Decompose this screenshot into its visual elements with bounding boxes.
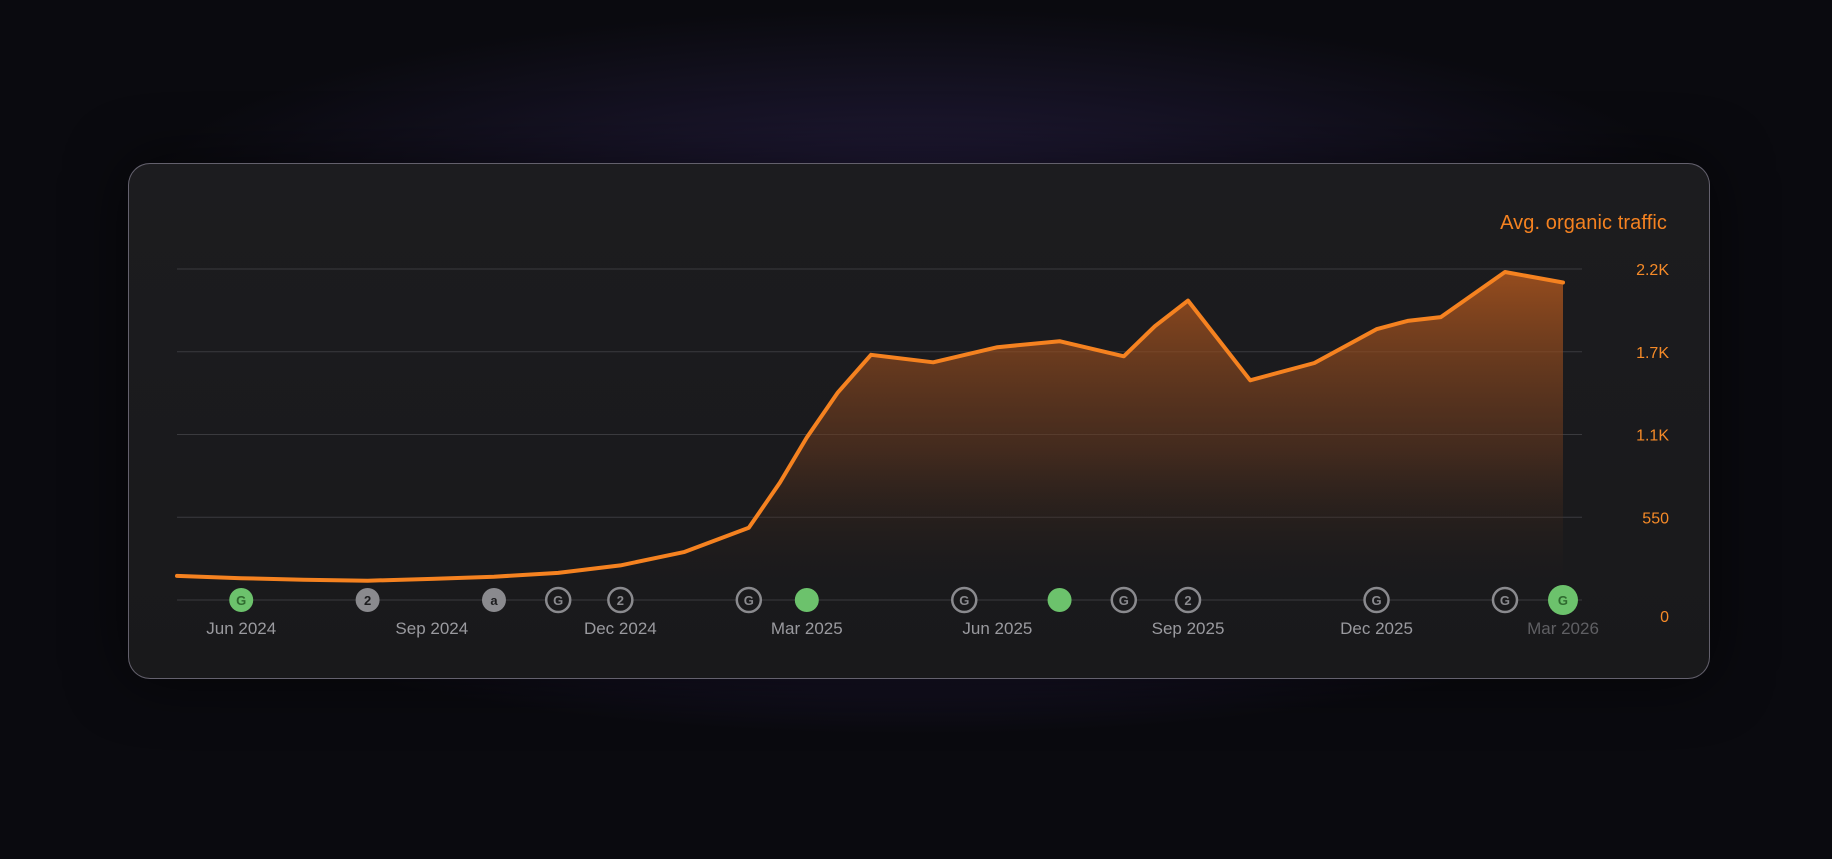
y-tick-label: 0 bbox=[1660, 609, 1669, 626]
x-tick-label: Jun 2024 bbox=[206, 619, 276, 638]
event-marker-glyph: G bbox=[744, 593, 754, 608]
x-tick-label: Mar 2025 bbox=[771, 619, 843, 638]
event-marker-g-icon[interactable]: G bbox=[951, 586, 978, 614]
series-line bbox=[175, 270, 1565, 583]
traffic-chart: G 2 a G 2 G G G 2 G G G 0 550 1.1K 1.7K 2.2K Jun 2024 Se… bbox=[175, 262, 1669, 638]
y-tick-label: 550 bbox=[1642, 510, 1669, 527]
event-marker-2-icon[interactable]: 2 bbox=[1174, 586, 1202, 614]
x-axis: Jun 2024 Sep 2024 Dec 2024 Mar 2025 Jun 2025… bbox=[206, 619, 1599, 638]
event-markers: G 2 a G 2 G G G 2 G G G bbox=[229, 585, 1578, 615]
event-marker-glyph: G bbox=[236, 593, 246, 608]
event-marker-glyph: 2 bbox=[364, 593, 371, 608]
event-marker-a-icon[interactable]: a bbox=[481, 588, 506, 612]
event-marker-glyph: G bbox=[1558, 593, 1568, 608]
event-marker-glyph: G bbox=[959, 593, 969, 608]
x-tick-label: Sep 2024 bbox=[395, 619, 468, 638]
event-marker-g-icon[interactable]: G bbox=[1491, 586, 1519, 614]
event-marker-g-icon[interactable]: G bbox=[1110, 586, 1138, 614]
event-marker-glyph: G bbox=[553, 593, 563, 608]
event-marker-g-icon[interactable]: G bbox=[1363, 586, 1390, 614]
event-marker-glyph: G bbox=[1500, 593, 1510, 608]
event-marker-2-icon[interactable]: 2 bbox=[607, 586, 634, 614]
event-marker-g-icon[interactable]: G bbox=[544, 586, 572, 614]
event-marker-glyph: G bbox=[1371, 593, 1381, 608]
y-axis: 0 550 1.1K 1.7K 2.2K bbox=[1636, 262, 1669, 626]
event-marker-g-icon[interactable]: G bbox=[229, 588, 254, 612]
event-marker-g-icon[interactable]: G bbox=[1547, 585, 1578, 615]
event-marker-glyph: 2 bbox=[617, 593, 624, 608]
area-layer bbox=[177, 272, 1563, 600]
chart-card: Avg. organic traffic G 2 a G 2 G G G 2 G G G 0 550 1.… bbox=[128, 163, 1710, 679]
event-marker-dot-icon[interactable] bbox=[1047, 588, 1072, 612]
event-marker-dot-icon[interactable] bbox=[794, 588, 819, 612]
y-tick-label: 1.7K bbox=[1636, 345, 1669, 362]
event-marker-g-icon[interactable]: G bbox=[735, 586, 763, 614]
x-tick-label: Jun 2025 bbox=[962, 619, 1032, 638]
x-tick-label: Dec 2025 bbox=[1340, 619, 1413, 638]
y-tick-label: 1.1K bbox=[1636, 428, 1669, 445]
event-marker-2-icon[interactable]: 2 bbox=[355, 588, 380, 612]
series-area bbox=[177, 272, 1563, 600]
x-tick-label: Dec 2024 bbox=[584, 619, 657, 638]
chart-title: Avg. organic traffic bbox=[1500, 212, 1667, 234]
event-marker-glyph: G bbox=[1119, 593, 1129, 608]
y-tick-label: 2.2K bbox=[1636, 262, 1669, 279]
x-tick-label: Sep 2025 bbox=[1152, 619, 1225, 638]
event-marker-glyph: 2 bbox=[1184, 593, 1191, 608]
x-tick-label: Mar 2026 bbox=[1527, 619, 1599, 638]
line-layer bbox=[175, 270, 1565, 583]
event-marker-glyph: a bbox=[490, 593, 498, 608]
